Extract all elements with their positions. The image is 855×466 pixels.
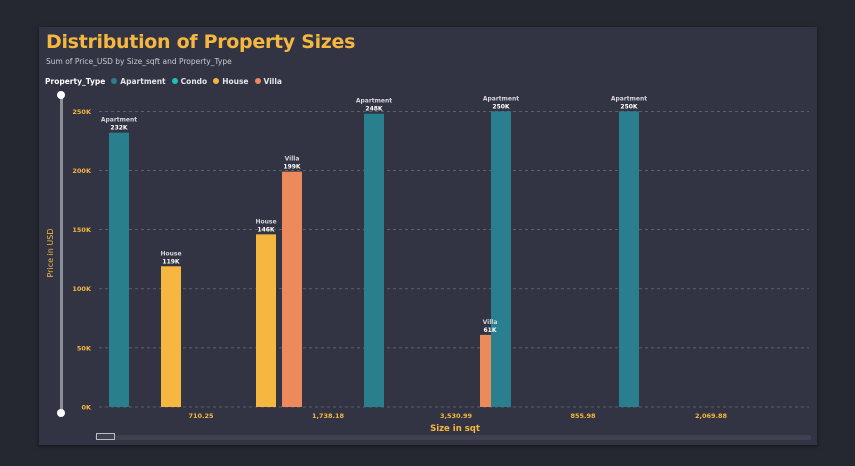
bar-apartment[interactable]	[491, 111, 511, 407]
zoom-slider-bottom-handle[interactable]	[57, 409, 65, 417]
y-tick-label: 0K	[81, 404, 92, 412]
data-label-value: 146K	[257, 226, 275, 233]
legend-label-villa: Villa	[263, 76, 282, 86]
data-label-series: House	[160, 250, 181, 257]
y-tick-label: 200K	[72, 167, 92, 175]
data-label-series: Apartment	[356, 98, 392, 105]
horizontal-scrollbar-thumb[interactable]	[96, 433, 115, 440]
y-tick-label: 50K	[77, 344, 92, 352]
data-label-value: 119K	[162, 258, 180, 265]
data-label-series: House	[255, 218, 276, 225]
y-tick-label: 100K	[72, 285, 92, 293]
legend-label-condo: Condo	[180, 76, 208, 86]
x-tick-label: 710.25	[188, 412, 214, 420]
bar-apartment[interactable]	[364, 113, 384, 407]
legend-label-house: House	[222, 76, 249, 86]
zoom-slider-track[interactable]	[60, 95, 63, 413]
bar-villa[interactable]	[282, 171, 302, 407]
data-label-value: 232K	[110, 125, 128, 132]
x-axis-label: Size in sqt	[430, 424, 480, 434]
data-label-series: Apartment	[101, 117, 137, 124]
grid-lines	[99, 110, 809, 408]
x-tick-label: 3,530.99	[440, 412, 473, 420]
legend-item-villa[interactable]: Villa	[254, 76, 282, 86]
legend: Property_Type Apartment Condo House Vill…	[45, 75, 288, 87]
legend-item-apartment[interactable]: Apartment	[111, 76, 166, 86]
data-label-value: 248K	[365, 106, 383, 113]
legend-dot-condo	[171, 78, 178, 84]
y-tick-label: 150K	[72, 226, 92, 234]
bar-apartment[interactable]	[109, 132, 129, 407]
data-label-value: 61K	[484, 327, 497, 334]
legend-dot-house	[213, 78, 220, 84]
bar-house[interactable]	[161, 266, 181, 407]
legend-title: Property_Type	[45, 76, 106, 86]
horizontal-scrollbar[interactable]	[95, 435, 811, 440]
bars	[109, 111, 639, 407]
x-axis-ticks: 710.25 1,738.18 3,530.99 855.98 2,069.88	[188, 412, 727, 420]
zoom-slider-top-handle[interactable]	[57, 91, 65, 99]
x-tick-label: 1,738.18	[312, 412, 345, 420]
data-label-series: Apartment	[611, 95, 647, 102]
legend-item-condo[interactable]: Condo	[171, 76, 208, 86]
chart-subtitle: Sum of Price_USD by Size_sqft and Proper…	[46, 57, 232, 66]
y-axis-ticks: 0K 50K 100K 150K 200K 250K	[72, 108, 92, 412]
legend-dot-villa	[254, 78, 261, 84]
legend-item-house[interactable]: House	[213, 76, 249, 86]
data-label-value: 250K	[492, 103, 510, 110]
x-tick-label: 855.98	[570, 412, 596, 420]
data-label-value: 250K	[620, 103, 638, 110]
bar-house[interactable]	[256, 234, 276, 407]
y-axis-label: Price in USD	[46, 229, 55, 278]
legend-dot-apartment	[111, 78, 118, 84]
x-tick-label: 2,069.88	[695, 412, 728, 420]
chart-card: Distribution of Property Sizes Sum of Pr…	[39, 27, 817, 445]
data-labels: Apartment232KHouse119KHouse146KVilla199K…	[101, 95, 647, 334]
data-label-series: Apartment	[483, 95, 519, 102]
legend-label-apartment: Apartment	[120, 76, 166, 86]
data-label-value: 199K	[283, 164, 301, 171]
bar-apartment[interactable]	[619, 111, 639, 407]
data-label-series: Villa	[483, 319, 498, 326]
chart-title: Distribution of Property Sizes	[46, 31, 356, 53]
data-label-series: Villa	[285, 156, 300, 163]
y-tick-label: 250K	[72, 108, 92, 116]
